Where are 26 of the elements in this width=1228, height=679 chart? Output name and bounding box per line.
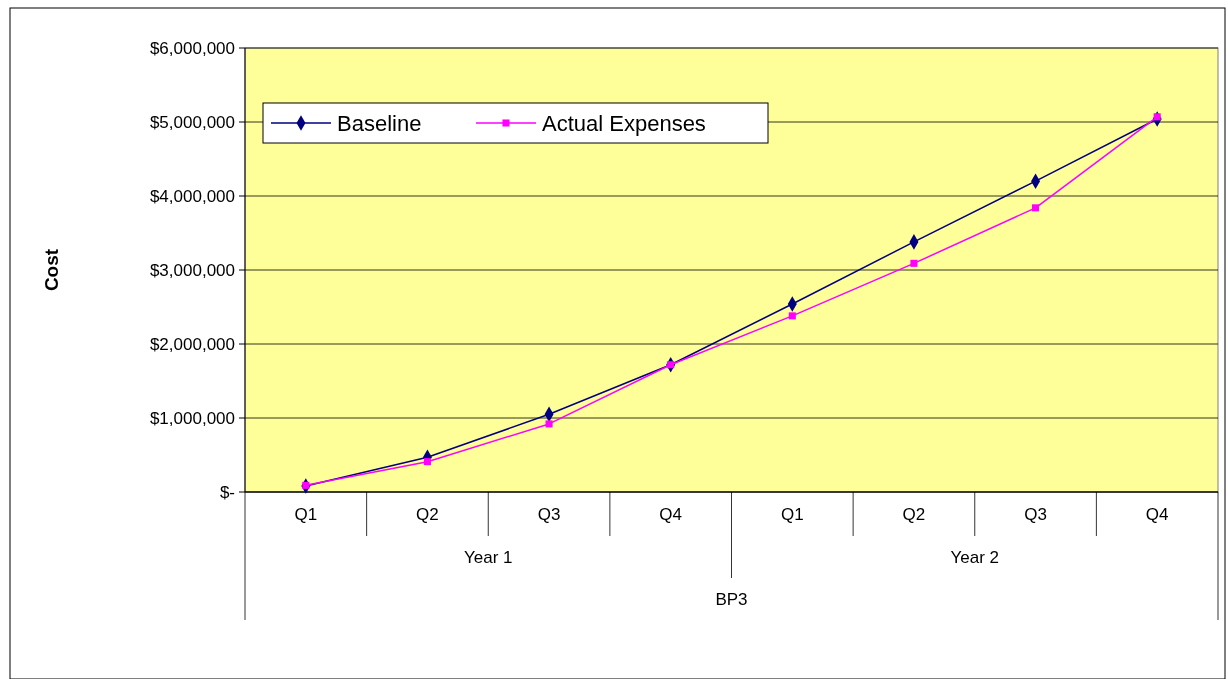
point (910, 259, 918, 267)
x-axis-title: BP3 (715, 589, 748, 609)
y-tick-label: $3,000,000 (149, 260, 235, 280)
x-tick-label: Q3 (1024, 504, 1047, 524)
x-tick-label: Q2 (416, 504, 439, 524)
legend-label: Baseline (337, 110, 422, 136)
y-tick-label: $1,000,000 (149, 408, 235, 428)
y-tick-label: $6,000,000 (149, 38, 235, 58)
x-tick-label: Q1 (780, 504, 804, 524)
point (545, 420, 553, 428)
x-tick-label: Q2 (902, 504, 926, 524)
x-tick-label: Q1 (294, 504, 318, 524)
x-tick-label: Q3 (537, 504, 561, 524)
y-tick-label: $4,000,000 (149, 186, 235, 206)
y-tick-label: $2,000,000 (149, 334, 235, 354)
text: Year 2 (950, 547, 1000, 567)
text: Year 1 (463, 547, 513, 567)
legend-label: Actual Expenses (542, 110, 706, 136)
point (788, 312, 796, 320)
point (1032, 204, 1040, 212)
x-tick-label: Q4 (1145, 504, 1169, 524)
y-axis-title: Cost (41, 248, 62, 292)
y-tick-label: $5,000,000 (149, 112, 235, 132)
x-tick-label: Q4 (659, 504, 683, 524)
y-tick-label: $- (219, 482, 235, 502)
point (423, 458, 431, 466)
